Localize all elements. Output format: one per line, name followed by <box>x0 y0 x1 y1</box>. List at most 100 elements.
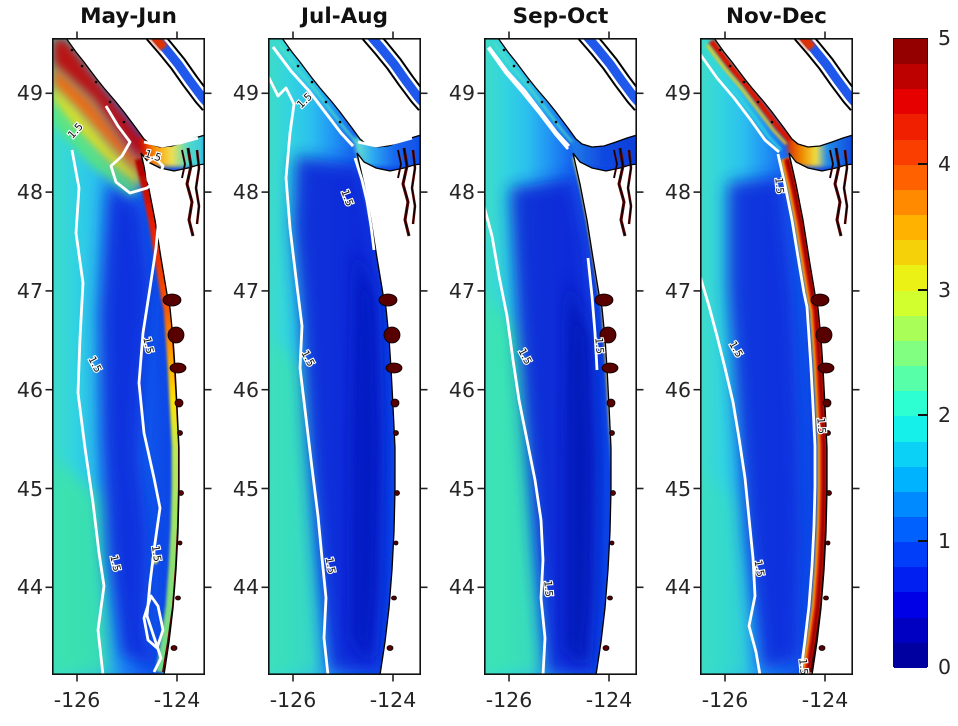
estuary <box>394 490 400 496</box>
estuary <box>601 362 619 374</box>
contour-label: 1.5 <box>541 580 554 598</box>
y-tick-label: 47 <box>664 278 691 303</box>
colorbar-tick <box>918 414 927 417</box>
estuary <box>175 595 181 601</box>
land-mainland <box>788 152 853 675</box>
panel-title: May-Jun <box>80 4 177 29</box>
estuary <box>162 293 182 307</box>
estuary <box>594 293 614 307</box>
panel-title: Nov-Dec <box>726 4 827 29</box>
estuary <box>607 595 613 601</box>
estuary <box>391 595 397 601</box>
y-tick-label: 45 <box>232 476 259 501</box>
colorbar-step <box>894 391 927 417</box>
estuary <box>390 398 400 408</box>
estuary <box>170 645 178 651</box>
colorbar <box>893 38 928 668</box>
contour-label: 1.5 <box>592 337 605 355</box>
contour-1p5 <box>486 47 570 150</box>
contour-1p5 <box>586 257 599 371</box>
contour-label: 1.5 <box>323 556 338 575</box>
x-tick-label: -126 <box>53 688 101 712</box>
colorbar-step <box>894 592 927 618</box>
estuary <box>167 326 185 344</box>
contour-1p5 <box>700 275 762 675</box>
panel-title: Jul-Aug <box>301 4 388 29</box>
estuary <box>177 540 183 546</box>
contour-1p5 <box>353 157 376 251</box>
estuary <box>825 430 831 436</box>
colorbar-tick-label: 0 <box>938 655 952 679</box>
colorbar-step <box>894 39 927 65</box>
colorbar-tick-label: 3 <box>938 277 952 302</box>
estuary <box>826 490 832 496</box>
y-tick-label: 49 <box>16 81 43 106</box>
estuary <box>174 398 184 408</box>
contour-1p5 <box>104 105 165 673</box>
colorbar-step <box>894 642 927 668</box>
y-tick-label: 45 <box>16 476 43 501</box>
contour-1p5 <box>357 136 413 148</box>
colorbar-step <box>894 542 927 568</box>
strait-of-georgia <box>582 38 637 108</box>
estuary <box>393 430 399 436</box>
colorbar-step <box>894 516 927 543</box>
estuary <box>815 326 833 344</box>
colorbar-step <box>894 240 927 266</box>
contour-1p5 <box>70 149 106 675</box>
colorbar-step <box>894 290 927 316</box>
estuary <box>818 645 826 651</box>
y-tick-label: 46 <box>448 377 475 402</box>
y-tick-label: 47 <box>232 278 259 303</box>
contour-1p5 <box>776 153 817 672</box>
colorbar-step <box>894 366 927 392</box>
contour-label: 1.5 <box>107 554 122 573</box>
contour-label: 1.5 <box>814 417 827 435</box>
contour-1p5 <box>142 594 165 650</box>
contour-label: 1.5 <box>752 559 767 578</box>
x-tick-label: -124 <box>369 688 417 712</box>
x-tick-label: -124 <box>153 688 201 712</box>
strait-of-georgia <box>366 38 421 108</box>
estuary <box>383 326 401 344</box>
estuary <box>393 540 399 546</box>
axis-ticks <box>693 31 860 682</box>
colorbar-step <box>894 416 927 442</box>
axis-ticks <box>45 31 212 682</box>
estuary <box>177 430 183 436</box>
colorbar-tick <box>918 540 927 543</box>
contour-1p5 <box>268 75 330 675</box>
colorbar-step <box>894 164 927 190</box>
contour-1p5 <box>700 53 780 154</box>
estuary <box>169 362 187 374</box>
estuary <box>378 293 398 307</box>
contour-label: 1.5 <box>796 658 809 676</box>
map-canvas: 1.51.51.51.51.5 <box>693 31 860 682</box>
axis-ticks <box>261 31 428 682</box>
colorbar-step <box>894 139 927 165</box>
colorbar-tick-label: 5 <box>938 26 952 50</box>
y-tick-label: 44 <box>664 575 691 600</box>
colorbar-step <box>894 265 927 291</box>
x-tick-label: -126 <box>269 688 317 712</box>
contour-label: 1.5 <box>140 336 155 355</box>
y-tick-label: 47 <box>16 278 43 303</box>
land-mainland <box>356 152 421 675</box>
map-canvas: 1.51.51.51.5 <box>261 31 428 682</box>
colorbar-tick-label: 1 <box>938 529 952 554</box>
estuary <box>810 293 830 307</box>
estuary <box>602 645 610 651</box>
y-tick-label: 45 <box>664 476 691 501</box>
y-tick-label: 46 <box>664 377 691 402</box>
estuary <box>606 398 616 408</box>
y-tick-label: 49 <box>664 81 691 106</box>
y-tick-label: 44 <box>16 575 43 600</box>
map-canvas: 1.51.51.51.51.51.5 <box>45 31 212 682</box>
y-tick-label: 49 <box>232 81 259 106</box>
estuary <box>385 362 403 374</box>
x-tick-label: -124 <box>801 688 849 712</box>
y-tick-label: 44 <box>232 575 259 600</box>
estuary <box>610 490 616 496</box>
x-tick-label: -126 <box>485 688 533 712</box>
